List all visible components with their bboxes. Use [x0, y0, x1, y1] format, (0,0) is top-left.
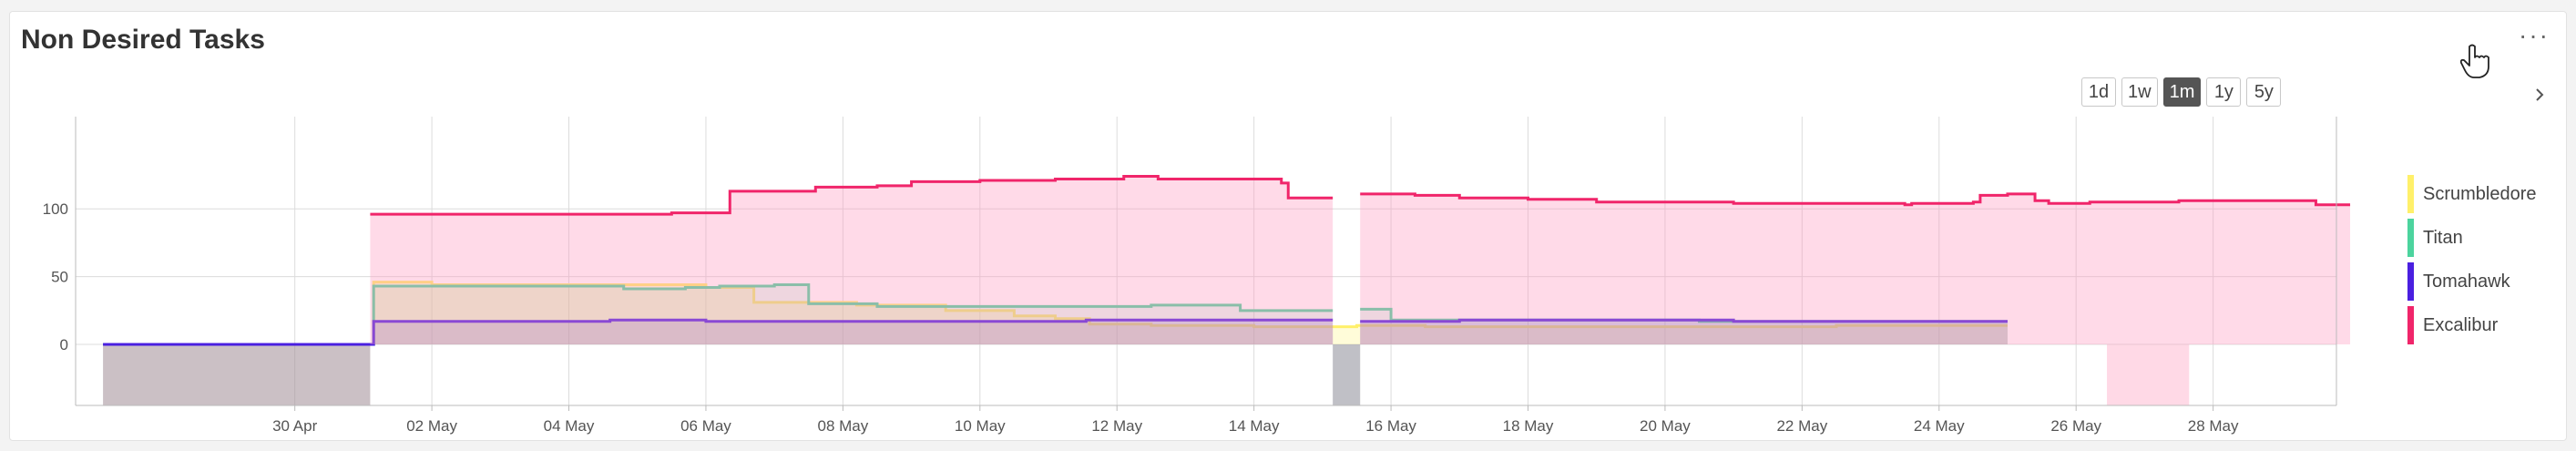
panel-title: Non Desired Tasks	[21, 25, 265, 55]
series-area-excalibur	[1360, 193, 2351, 345]
x-tick-label: 24 May	[1914, 417, 1965, 435]
series-line-titan	[103, 283, 1334, 346]
series-line-excalibur	[370, 174, 1334, 216]
range-button-1d[interactable]: 1d	[2081, 77, 2116, 107]
y-tick-label: 0	[60, 336, 68, 354]
gap-region	[1333, 344, 1361, 405]
series-line-tomahawk	[1360, 318, 2008, 323]
legend-swatch	[2407, 175, 2414, 213]
chart-plot[interactable]: 0 50 100 30 Apr 02 May 04 May 06 May 08 May 10 M…	[10, 12, 2566, 440]
x-tick-label: 26 May	[2050, 417, 2101, 435]
chevron-right-icon[interactable]	[2533, 88, 2546, 101]
legend-swatch	[2407, 306, 2414, 344]
x-tick-label: 06 May	[680, 417, 731, 435]
legend-item-titan[interactable]: Titan	[2407, 216, 2537, 260]
series-line-tomahawk	[103, 318, 1334, 346]
area-baseline-region	[103, 344, 371, 405]
x-tick-label: 14 May	[1229, 417, 1280, 435]
series-area-tomahawk	[1360, 320, 2008, 345]
legend-swatch	[2407, 219, 2414, 257]
x-tick-label: 02 May	[406, 417, 457, 435]
y-tick-label: 50	[51, 269, 68, 286]
legend-label: Tomahawk	[2423, 271, 2510, 292]
range-button-5y[interactable]: 5y	[2246, 77, 2282, 107]
range-button-1w[interactable]: 1w	[2121, 77, 2158, 107]
hand-cursor-icon	[2459, 44, 2489, 78]
x-tick-label: 30 Apr	[272, 417, 317, 435]
x-tick-label: 10 May	[955, 417, 1006, 435]
series-area-excalibur	[370, 176, 1334, 345]
legend-item-scrumbledore[interactable]: Scrumbledore	[2407, 172, 2537, 216]
gap-region	[2107, 344, 2190, 405]
legend-label: Scrumbledore	[2423, 183, 2537, 204]
x-tick-label: 22 May	[1776, 417, 1827, 435]
legend-item-excalibur[interactable]: Excalibur	[2407, 303, 2537, 347]
series-area-scrumbledore	[103, 282, 2008, 345]
area-spacer	[370, 344, 1833, 405]
range-button-1y[interactable]: 1y	[2206, 77, 2242, 107]
legend-item-tomahawk[interactable]: Tomahawk	[2407, 260, 2537, 303]
legend-label: Excalibur	[2423, 314, 2499, 335]
series-line-excalibur	[1360, 192, 2351, 207]
chart-panel: Non Desired Tasks ··· 1d 1w 1m 1y 5y 0 50…	[9, 11, 2567, 441]
x-tick-label: 16 May	[1365, 417, 1416, 435]
series-area-titan	[103, 284, 1334, 345]
more-options-icon[interactable]: ···	[2519, 21, 2550, 49]
series-area-tomahawk	[103, 320, 1334, 345]
range-button-1m[interactable]: 1m	[2162, 77, 2202, 107]
y-tick-label: 100	[43, 200, 68, 218]
legend-swatch	[2407, 262, 2414, 301]
legend-label: Titan	[2423, 227, 2463, 248]
x-tick-label: 12 May	[1091, 417, 1142, 435]
x-tick-label: 04 May	[544, 417, 595, 435]
x-tick-label: 28 May	[2188, 417, 2239, 435]
series-area-titan	[1360, 309, 2008, 345]
chart-legend: Scrumbledore Titan Tomahawk Excalibur	[2407, 172, 2537, 347]
x-tick-label: 20 May	[1640, 417, 1691, 435]
x-tick-label: 08 May	[818, 417, 869, 435]
range-selector: 1d 1w 1m 1y 5y	[2081, 77, 2282, 107]
x-tick-label: 18 May	[1503, 417, 1554, 435]
